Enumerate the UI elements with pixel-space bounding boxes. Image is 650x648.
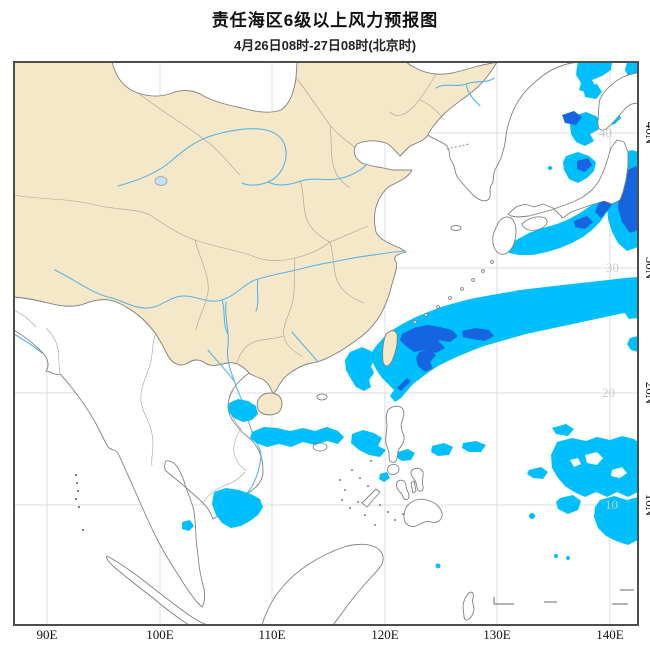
kyushu-island [492,216,517,255]
andaman-islands-dots [75,474,84,531]
qinghai-lake [154,176,168,186]
ryukyu-islands-dots [413,260,494,324]
x-tick-130e: 130E [483,627,511,642]
samar-leyte-islands [410,467,424,492]
mindoro-island [387,463,400,476]
map-frame [13,61,639,626]
x-tick-120e: 120E [371,627,399,642]
longitude-axis: 90E 100E 110E 120E 130E 140E [37,627,624,642]
panay-negros-islands [395,479,410,500]
shikoku-island [521,216,548,231]
taiwan-island [382,330,398,367]
x-tick-100e: 100E [146,627,174,642]
hainan-island [256,392,283,416]
y-tick-10n: 10N [643,494,650,517]
x-tick-110e: 110E [259,627,286,642]
spratly-islands-dots [339,460,404,526]
inner-label-30: 30 [606,260,619,275]
wind-area-holes [570,452,627,478]
korea-russia-coastline [427,61,581,202]
paracel-islands-ring [312,442,328,452]
map-header: 责任海区6级以上风力预报图 4月26日08时-27日08时(北京时) [0,0,650,54]
y-tick-30n: 30N [643,257,650,280]
x-tick-140e: 140E [596,627,624,642]
pratas-island-ring [316,393,328,401]
jeju-island [450,225,462,231]
y-tick-20n: 20N [643,382,650,405]
x-tick-90e: 90E [37,627,58,642]
boundary-dashes [493,589,634,605]
cebu-island [410,480,417,494]
province-borders [13,73,445,367]
page-title: 责任海区6级以上风力预报图 [211,11,439,30]
page-subtitle: 4月26日08时-27日08时(北京时) [233,38,417,53]
sulawesi-coast [462,591,475,621]
inner-label-20: 20 [602,385,615,400]
inner-label-40: 40 [599,125,612,140]
honshu-island [507,139,629,219]
country-borders [13,309,247,504]
palawan-island [361,488,381,508]
hokkaido-island [597,72,639,131]
inner-label-10: 10 [605,497,618,512]
luzon-island [385,405,405,463]
inner-grid-labels: 40 30 20 10 [599,125,619,512]
mindanao-island [403,498,443,527]
borneo-island [261,543,384,626]
y-tick-40n: 40N [643,122,650,145]
latitude-axis: 40N 30N 20N 10N [643,122,650,517]
southeast-asia-landmass [13,296,264,608]
